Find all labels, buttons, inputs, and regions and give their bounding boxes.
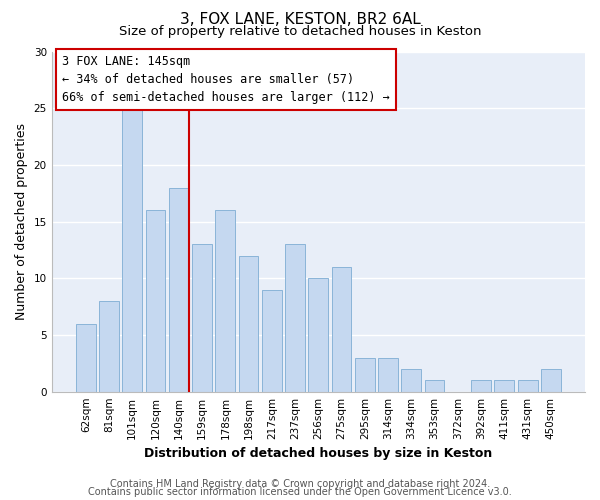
Text: 3 FOX LANE: 145sqm
← 34% of detached houses are smaller (57)
66% of semi-detache: 3 FOX LANE: 145sqm ← 34% of detached hou… <box>62 55 390 104</box>
Text: Size of property relative to detached houses in Keston: Size of property relative to detached ho… <box>119 25 481 38</box>
Bar <box>471 380 491 392</box>
Bar <box>332 267 352 392</box>
Bar <box>76 324 95 392</box>
Bar <box>192 244 212 392</box>
Bar <box>215 210 235 392</box>
Bar <box>99 301 119 392</box>
Bar <box>285 244 305 392</box>
Text: Contains HM Land Registry data © Crown copyright and database right 2024.: Contains HM Land Registry data © Crown c… <box>110 479 490 489</box>
Bar <box>169 188 188 392</box>
Bar <box>146 210 166 392</box>
Text: 3, FOX LANE, KESTON, BR2 6AL: 3, FOX LANE, KESTON, BR2 6AL <box>179 12 421 28</box>
Bar <box>378 358 398 392</box>
Bar <box>494 380 514 392</box>
Bar <box>518 380 538 392</box>
Y-axis label: Number of detached properties: Number of detached properties <box>15 123 28 320</box>
Bar <box>401 369 421 392</box>
Bar <box>355 358 375 392</box>
Bar <box>308 278 328 392</box>
Bar <box>425 380 445 392</box>
Bar <box>239 256 259 392</box>
Bar <box>262 290 282 392</box>
Bar <box>122 108 142 392</box>
Bar <box>541 369 561 392</box>
X-axis label: Distribution of detached houses by size in Keston: Distribution of detached houses by size … <box>144 447 493 460</box>
Text: Contains public sector information licensed under the Open Government Licence v3: Contains public sector information licen… <box>88 487 512 497</box>
